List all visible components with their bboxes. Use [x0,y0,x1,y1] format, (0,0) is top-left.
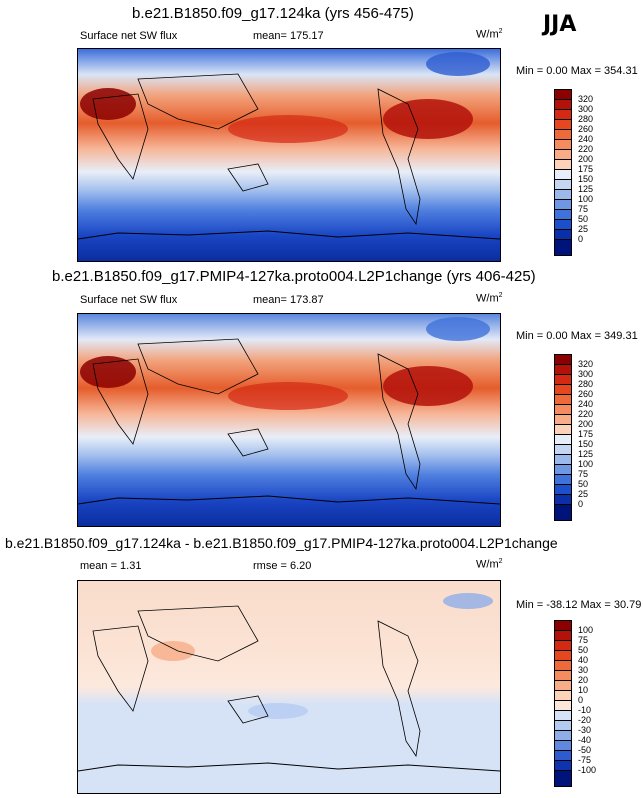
panel1-level-label: 25 [578,224,589,234]
panel1-hotspot-pacific [228,115,348,143]
panel3-americas-outline [377,620,421,758]
panel3-africa-outline [92,625,149,712]
panel3-negative-patch [248,703,308,719]
panel3-swatch-15 [554,770,572,787]
panel3-level-label: 30 [578,665,589,675]
panel2-level-label: 0 [578,499,584,509]
panel2-level-label: 240 [578,399,594,409]
panel1-level-label: 175 [578,164,594,174]
panel1-swatch-15 [554,239,572,256]
panel3-minmax: Min = -38.12 Max = 30.79 [516,599,642,611]
panel3-positive-patch [151,641,195,661]
panel2-hotspot-atlantic [383,366,473,406]
panel1-hotspot-atlantic [383,99,473,139]
panel2-units: W/m2 [476,292,503,305]
panel3-level-label: 10 [578,685,589,695]
season-label: JJA [543,12,577,37]
panel1-level-label: 320 [578,94,594,104]
panel2-australia-outline [227,428,269,457]
panel3-level-label: 40 [578,655,589,665]
panel3-eurasia-outline [137,605,259,662]
panel3-mean: mean = 1.31 [80,560,142,572]
panel3-level-label: -20 [578,715,592,725]
panel2-hotspot-pacific [228,382,348,410]
panel2-level-label: 75 [578,469,589,479]
panel1-hotspot-sahara [80,88,136,120]
panel2-map [77,313,501,527]
panel3-level-label: 50 [578,645,589,655]
panel2-level-label: 175 [578,429,594,439]
panel2-variable: Surface net SW flux [80,294,178,306]
panel1-units: W/m2 [476,28,503,41]
panel3-rmse: rmse = 6.20 [253,560,312,572]
panel3-level-label: -10 [578,705,592,715]
panel3-level-label: 75 [578,635,589,645]
panel1-eurasia-outline [137,73,259,130]
panel2-level-label: 320 [578,359,594,369]
panel2-level-label: 300 [578,369,594,379]
panel3-australia-outline [227,695,269,724]
panel1-title: b.e21.B1850.f09_g17.124ka (yrs 456-475) [132,5,414,22]
panel1-greenland [426,52,490,76]
panel1-level-label: 200 [578,154,594,164]
panel2-level-label: 150 [578,439,594,449]
panel1-level-label: 75 [578,204,589,214]
panel3-level-label: 20 [578,675,589,685]
panel3-level-label: -40 [578,735,592,745]
panel1-level-label: 260 [578,124,594,134]
panel2-level-label: 100 [578,459,594,469]
panel1-level-label: 300 [578,104,594,114]
panel1-level-label: 150 [578,174,594,184]
panel2-antarctica-outline [78,495,500,505]
panel2-greenland [426,317,490,341]
panel1-africa-outline [92,93,149,180]
panel3-antarctica-outline [78,762,500,772]
panel2-swatch-15 [554,504,572,521]
panel2-title: b.e21.B1850.f09_g17.PMIP4-127ka.proto004… [52,268,536,285]
panel3-units: W/m2 [476,558,503,571]
panel1-level-label: 125 [578,184,594,194]
panel1-minmax: Min = 0.00 Max = 354.31 [516,65,638,77]
panel2-level-label: 220 [578,409,594,419]
panel2-africa-outline [92,358,149,445]
panel3-level-label: -50 [578,745,592,755]
panel1-variable: Surface net SW flux [80,30,178,42]
panel3-level-label: 100 [578,625,594,635]
panel3-greenland [443,593,493,609]
panel2-level-label: 280 [578,379,594,389]
panel2-americas-outline [377,353,421,491]
panel1-map [77,48,501,262]
panel3-level-label: -75 [578,755,592,765]
panel1-level-label: 100 [578,194,594,204]
panel3-level-label: -100 [578,765,597,775]
panel1-americas-outline [377,88,421,226]
panel2-level-label: 260 [578,389,594,399]
panel2-level-label: 50 [578,479,589,489]
panel3-map [77,580,501,794]
panel1-mean: mean= 175.17 [253,30,324,42]
panel1-level-label: 220 [578,144,594,154]
panel1-level-label: 0 [578,234,584,244]
panel2-mean: mean= 173.87 [253,294,324,306]
panel2-eurasia-outline [137,338,259,395]
panel2-level-label: 200 [578,419,594,429]
panel3-title: b.e21.B1850.f09_g17.124ka - b.e21.B1850.… [5,535,558,551]
panel3-level-label: -30 [578,725,592,735]
panel2-minmax: Min = 0.00 Max = 349.31 [516,330,638,342]
panel2-level-label: 125 [578,449,594,459]
panel1-level-label: 240 [578,134,594,144]
panel1-level-label: 50 [578,214,589,224]
panel3-level-label: 0 [578,695,584,705]
panel1-australia-outline [227,163,269,192]
panel1-antarctica-outline [78,230,500,240]
panel2-hotspot-sahara [80,356,136,388]
panel1-level-label: 280 [578,114,594,124]
panel2-level-label: 25 [578,489,589,499]
